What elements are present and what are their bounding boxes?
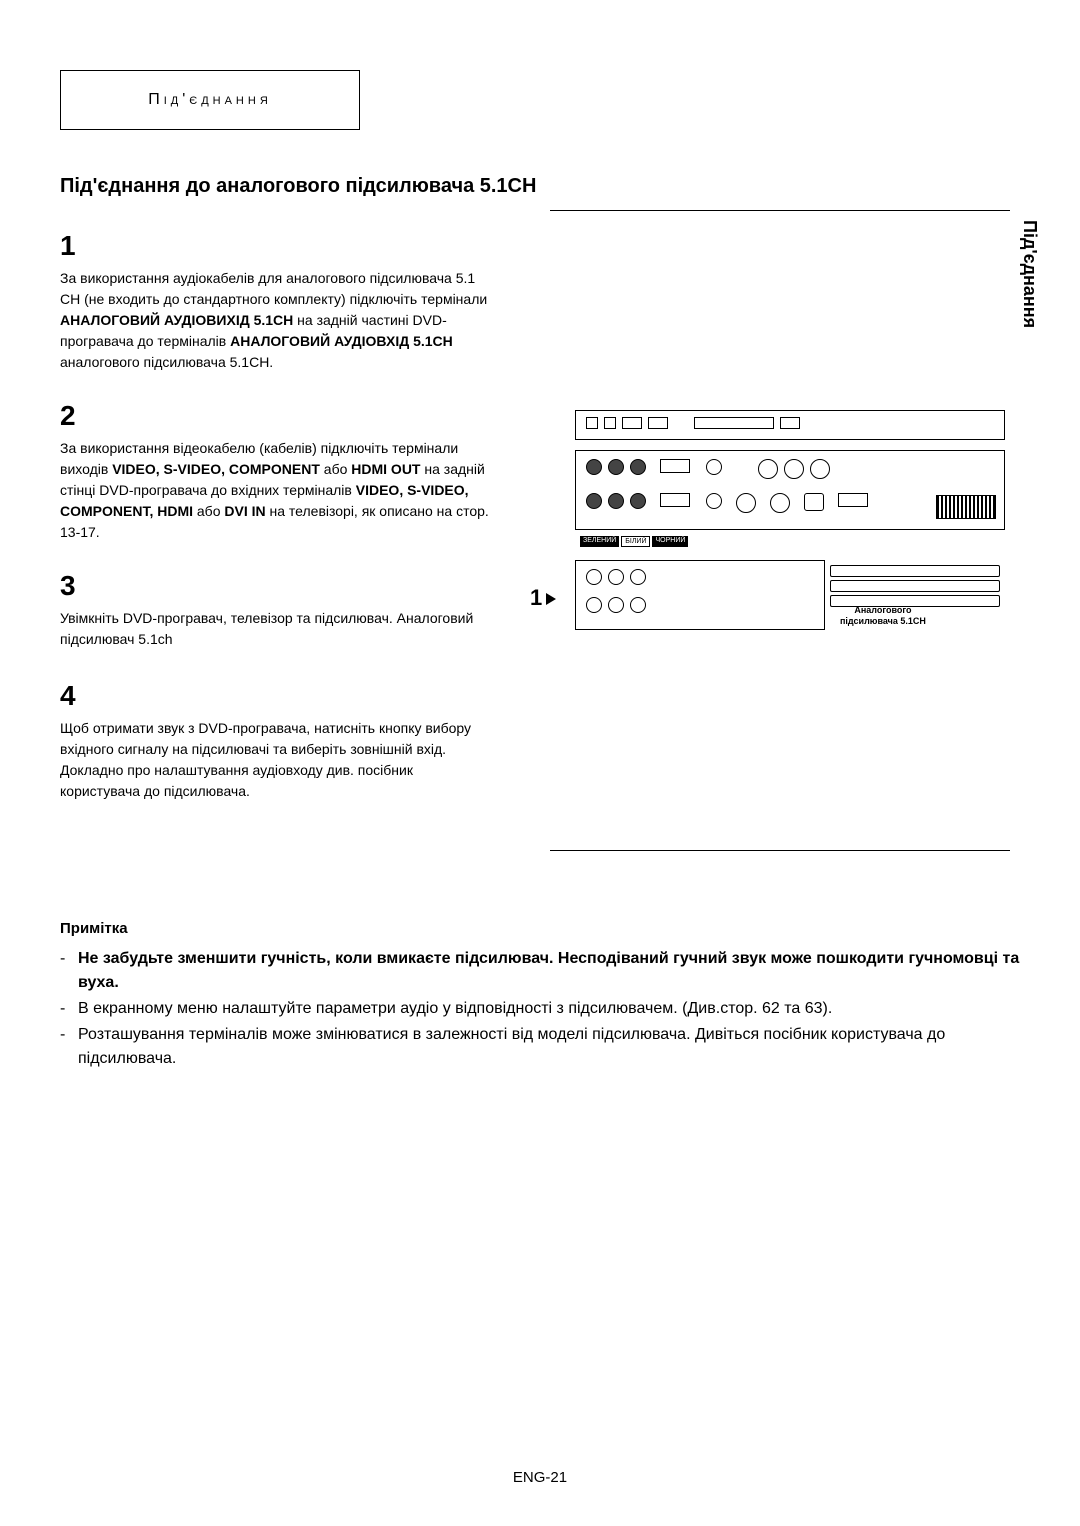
device-panel-mid <box>575 450 1005 530</box>
note-item-2: - В екранному меню налаштуйте параметри … <box>60 997 1020 1021</box>
header-box: Під'єднання <box>60 70 360 130</box>
cable-color-labels: ЗЕЛЕНИЙ БІЛИЙ ЧОРНИЙ <box>580 536 688 547</box>
device-panel-top <box>575 410 1005 440</box>
main-title: Під'єднання до аналогового підсилювача 5… <box>60 175 536 198</box>
step-1-text: За використання аудіокабелів для аналого… <box>60 268 490 373</box>
scart-port <box>936 495 996 519</box>
notes-title: Примітка <box>60 920 1020 937</box>
step-1: 1 За використання аудіокабелів для анало… <box>60 230 490 373</box>
amplifier-panel <box>575 560 825 630</box>
page-footer: ENG-21 <box>0 1469 1080 1486</box>
divider-bottom <box>550 850 1010 851</box>
step-4-text: Щоб отримати звук з DVD-програвача, нати… <box>60 718 490 802</box>
step-2-number: 2 <box>60 400 490 432</box>
step-4: 4 Щоб отримати звук з DVD-програвача, на… <box>60 680 490 802</box>
side-tab: Під'єднання <box>1019 220 1040 328</box>
arrow-icon <box>546 593 556 605</box>
note-item-3: - Розташування терміналів може змінювати… <box>60 1023 1020 1071</box>
divider-top <box>550 210 1010 211</box>
cable-label-white: БІЛИЙ <box>621 536 650 547</box>
note-2-text: В екранному меню налаштуйте параметри ау… <box>78 997 1020 1021</box>
cable-label-green: ЗЕЛЕНИЙ <box>580 536 619 547</box>
step-3-text: Увімкніть DVD-програвач, телевізор та пі… <box>60 608 490 650</box>
amplifier-rack <box>830 565 1000 610</box>
side-tab-text: Під'єднання <box>1020 220 1040 328</box>
amp-label-l2: підсилювача 5.1CH <box>840 616 926 626</box>
step-3-number: 3 <box>60 570 490 602</box>
diagram-step-number: 1 <box>530 585 542 610</box>
step-4-number: 4 <box>60 680 490 712</box>
diagram-step-marker: 1 <box>530 585 556 611</box>
note-3-text: Розташування терміналів може змінюватися… <box>78 1023 1020 1071</box>
connection-diagram: ЗЕЛЕНИЙ БІЛИЙ ЧОРНИЙ 1 Аналогового підси… <box>530 410 1010 650</box>
note-item-1: - Не забудьте зменшити гучність, коли вм… <box>60 947 1020 995</box>
notes-section: Примітка - Не забудьте зменшити гучність… <box>60 920 1020 1073</box>
cable-label-black: ЧОРНИЙ <box>652 536 688 547</box>
amp-label-l1: Аналогового <box>854 605 911 615</box>
step-3: 3 Увімкніть DVD-програвач, телевізор та … <box>60 570 490 650</box>
note-1-text: Не забудьте зменшити гучність, коли вмик… <box>78 950 1019 991</box>
header-text: Під'єднання <box>148 91 272 109</box>
amplifier-label: Аналогового підсилювача 5.1CH <box>840 605 926 627</box>
step-2: 2 За використання відеокабелю (кабелів) … <box>60 400 490 543</box>
step-2-text: За використання відеокабелю (кабелів) пі… <box>60 438 490 543</box>
step-1-number: 1 <box>60 230 490 262</box>
